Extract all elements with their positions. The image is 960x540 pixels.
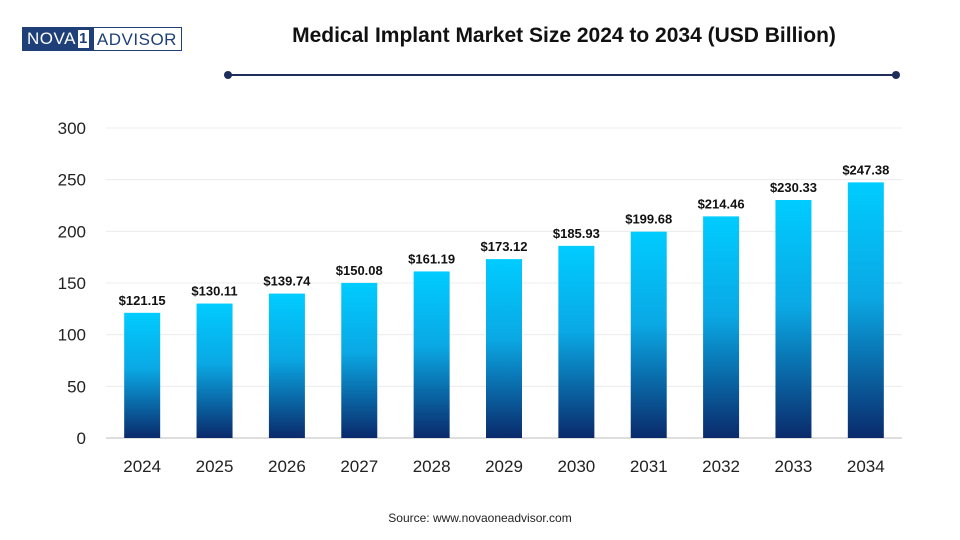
- data-label-2024: $121.15: [119, 293, 166, 308]
- y-tick-label: 100: [58, 326, 86, 345]
- title-rule: [224, 71, 900, 79]
- data-label-2026: $139.74: [263, 274, 311, 289]
- bar-2030: [558, 245, 595, 438]
- data-label-2031: $199.68: [625, 212, 672, 227]
- y-tick-label: 50: [67, 377, 86, 396]
- bar-2033: [775, 199, 812, 438]
- source-note: Source: www.novaoneadvisor.com: [388, 511, 572, 525]
- title-rule-dot-right: [892, 71, 900, 79]
- axes: 0 50 100 150 200 250 300 2024 2025 2026 2027 2028 20…: [58, 119, 902, 476]
- x-tick-label-2033: 2033: [775, 457, 813, 476]
- bar-2025: [196, 303, 233, 438]
- bar-2029: [486, 259, 522, 438]
- y-tick-label: 150: [58, 274, 86, 293]
- data-label-2032: $214.46: [698, 196, 745, 211]
- bar-2024: [124, 312, 161, 438]
- bar-2028: [413, 271, 450, 438]
- x-tick-label-2031: 2031: [630, 457, 668, 476]
- logo-mark: NOVA 1: [22, 27, 94, 51]
- data-label-2029: $173.12: [481, 239, 528, 254]
- y-tick-label: 300: [58, 119, 86, 138]
- bar-2032: [703, 216, 740, 438]
- x-tick-label-2024: 2024: [123, 457, 161, 476]
- x-tick-label-2030: 2030: [557, 457, 595, 476]
- bar-2031: [630, 231, 667, 438]
- x-tick-label-2034: 2034: [847, 457, 885, 476]
- title-rule-dot-left: [224, 71, 232, 79]
- data-label-2028: $161.19: [408, 251, 455, 266]
- logo-text-nova: NOVA: [27, 29, 76, 48]
- bar-2034: [847, 182, 884, 438]
- data-label-2025: $130.11: [191, 284, 237, 299]
- data-label-2030: $185.93: [553, 226, 600, 241]
- x-tick-label-2028: 2028: [413, 457, 451, 476]
- data-label-2034: $247.38: [842, 162, 889, 177]
- bars: [124, 182, 884, 438]
- bar-2027: [341, 282, 378, 438]
- y-tick-label: 200: [58, 222, 86, 241]
- data-label-2027: $150.08: [336, 263, 383, 278]
- x-tick-label-2032: 2032: [702, 457, 740, 476]
- y-tick-label: 250: [58, 171, 86, 190]
- x-tick-label-2027: 2027: [340, 457, 378, 476]
- x-tick-label-2026: 2026: [268, 457, 306, 476]
- bar-2026: [268, 293, 305, 438]
- data-label-2033: $230.33: [770, 180, 817, 195]
- y-tick-label: 0: [77, 429, 86, 448]
- data-labels: $121.15 $130.11 $139.74 $150.08 $161.19 $173.…: [119, 162, 890, 307]
- logo-text-one: 1: [77, 30, 89, 48]
- x-tick-label-2025: 2025: [196, 457, 234, 476]
- chart-title: Medical Implant Market Size 2024 to 2034…: [292, 24, 836, 47]
- logo-text-advisor: ADVISOR: [93, 27, 182, 51]
- x-tick-label-2029: 2029: [485, 457, 523, 476]
- logo: NOVA 1 ADVISOR: [22, 27, 182, 51]
